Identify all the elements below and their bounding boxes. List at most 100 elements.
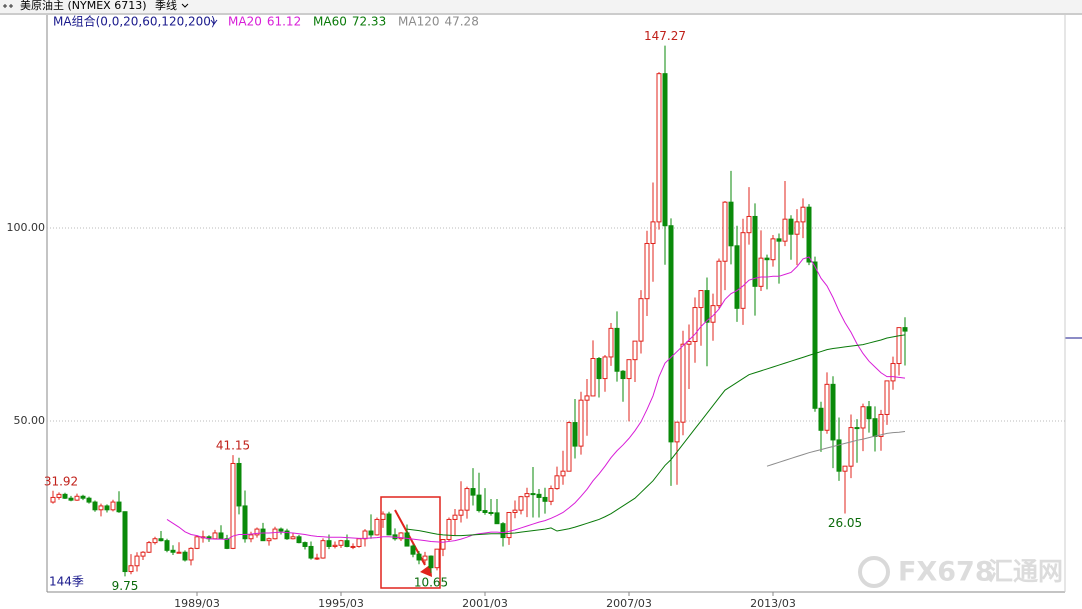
x-tick-label: 1995/03 [318, 597, 364, 609]
candle-body [818, 407, 824, 431]
candle-body [800, 206, 806, 223]
candle-body [752, 215, 758, 287]
price-annotation: 31.92 [44, 474, 78, 488]
candle-body [296, 536, 302, 544]
candle-body [224, 538, 230, 549]
candle-body [344, 540, 350, 547]
candle-body [158, 538, 164, 542]
candle-body [740, 232, 746, 309]
candle-body [188, 547, 194, 561]
candle-body [356, 538, 362, 547]
header-title: 美原油主 (NYMEX 6713) [20, 0, 147, 12]
period-selector[interactable]: 季线 [155, 0, 177, 12]
candle-body [248, 534, 254, 540]
watermark-text: 汇通网 [988, 557, 1063, 586]
candle-body [590, 357, 596, 397]
candle-body [314, 557, 320, 560]
candle-body [884, 380, 890, 415]
price-annotation: 10.65 [414, 575, 448, 589]
ma-chevron [210, 19, 218, 25]
candle-body [182, 551, 188, 561]
ma-line [766, 431, 906, 467]
candle-body [422, 555, 428, 561]
candle-body [644, 242, 650, 300]
candle-body [488, 511, 494, 514]
y-tick-label: 50.00 [14, 414, 46, 427]
candle-body [284, 530, 290, 540]
candle-body [398, 532, 404, 540]
candle-body [86, 497, 92, 503]
candle-body [638, 298, 644, 342]
candle-body [584, 395, 590, 401]
candle-body [212, 532, 218, 540]
candle-body [164, 540, 170, 551]
candle-body [554, 475, 560, 490]
candle-body [146, 542, 152, 553]
candle-body [272, 528, 278, 540]
price-annotation: 147.27 [644, 29, 686, 43]
candle-body [194, 536, 200, 549]
candle-body [650, 221, 656, 244]
candle-body [746, 215, 752, 234]
candle-body [80, 495, 86, 499]
candle-body [134, 555, 140, 567]
candle-body [308, 545, 314, 559]
candle-body [122, 511, 128, 573]
candle-body [428, 555, 434, 569]
candle-body [518, 496, 524, 511]
ma-group[interactable]: MA组合(0,0,20,60,120,200) [53, 14, 216, 29]
candle-body [56, 493, 62, 498]
candle-body [98, 505, 104, 511]
candle-body [74, 495, 80, 501]
candle-body [632, 340, 638, 361]
candle-body [92, 501, 98, 511]
legend-name: MA120 [398, 15, 439, 29]
candle-body [338, 540, 344, 546]
candle-body [782, 218, 788, 242]
candle-body [110, 501, 116, 511]
candle-body [878, 413, 884, 437]
x-tick-label: 2007/03 [606, 597, 652, 609]
candle-body [368, 530, 374, 536]
candle-body [152, 538, 158, 544]
candle-body [374, 518, 380, 536]
candle-body [806, 206, 812, 263]
x-tick-label: 2001/03 [462, 597, 508, 609]
candle-body [860, 406, 866, 429]
legend-value: 47.28 [444, 15, 478, 29]
candle-body [176, 551, 182, 554]
candle-body [872, 418, 878, 437]
candle-body [254, 528, 260, 536]
candle-body [452, 514, 458, 520]
candle-body [236, 462, 242, 507]
candle-body [764, 257, 770, 261]
legend-name: MA20 [228, 15, 262, 29]
candle-body [530, 493, 536, 496]
candle-body [596, 357, 602, 380]
candle-body [62, 493, 68, 499]
candle-body [734, 245, 740, 309]
candle-body [524, 493, 530, 498]
price-annotation: 26.05 [828, 516, 862, 530]
candle-body [608, 327, 614, 358]
candle-body [140, 551, 146, 557]
candle-body [776, 238, 782, 242]
candle-body [668, 225, 674, 443]
candle-body [626, 359, 632, 380]
watermark-text: FX678 [898, 557, 994, 588]
candle-body [566, 422, 572, 472]
candle-body [290, 536, 296, 540]
candle-body [500, 523, 506, 539]
candle-body [716, 260, 722, 307]
candle-body [326, 540, 332, 547]
candle-body [332, 544, 338, 547]
candle-body [278, 528, 284, 532]
candle-body [434, 548, 440, 569]
price-annotation: 9.75 [112, 579, 139, 593]
candle-body [560, 470, 566, 477]
candle-body [620, 370, 626, 380]
candle-body [692, 307, 698, 343]
legend-value: 61.12 [267, 15, 301, 29]
candle-body [686, 341, 692, 345]
